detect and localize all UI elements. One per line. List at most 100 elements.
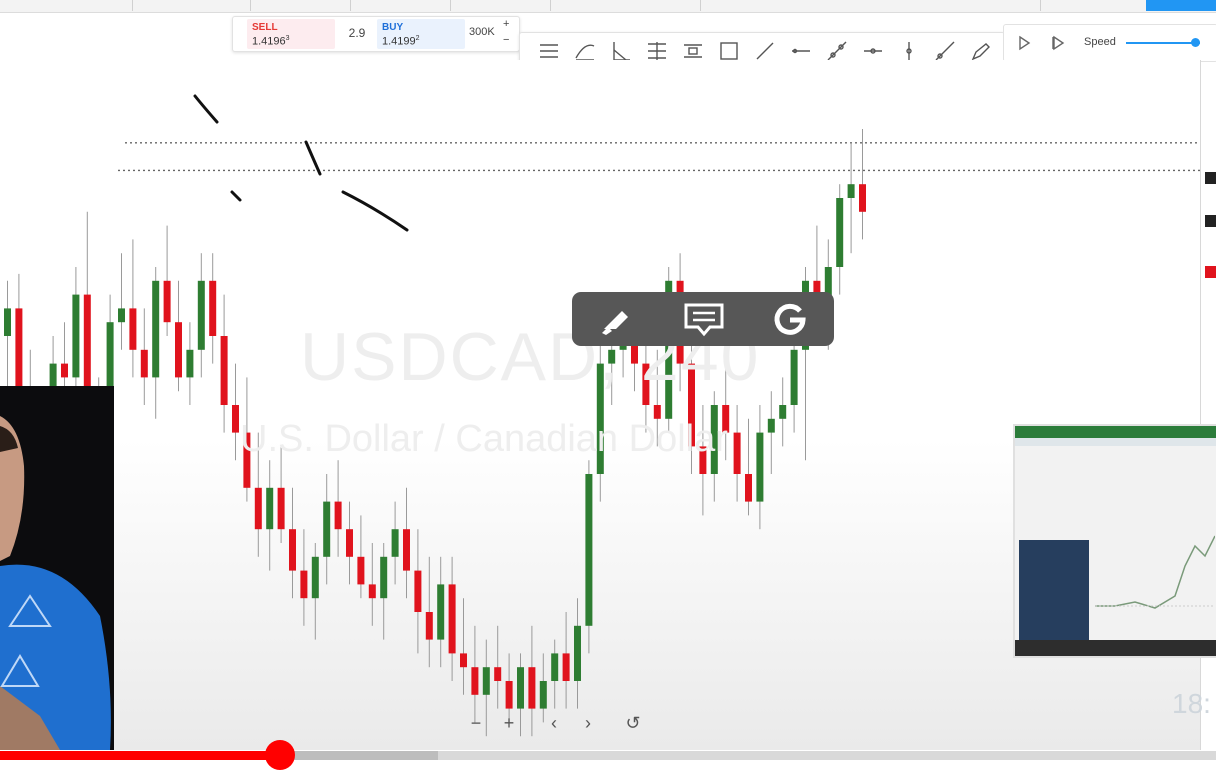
highlighter-icon[interactable]: [596, 301, 636, 337]
thumbnail-titlebar: [1015, 426, 1216, 438]
candle-body: [471, 667, 479, 695]
google-search-icon[interactable]: [770, 301, 810, 337]
ray-tool-button[interactable]: [930, 36, 960, 66]
speed-slider-track[interactable]: [1126, 42, 1200, 44]
candle-body: [140, 349, 148, 378]
scroll-forward-button[interactable]: ›: [585, 713, 591, 733]
candle-body: [596, 363, 604, 474]
comment-icon[interactable]: [684, 301, 724, 337]
toolbar-slot[interactable]: [860, 0, 1041, 11]
horizontal-ray-icon: [792, 48, 810, 54]
quantity-increase-button[interactable]: +: [503, 18, 510, 30]
candle-body: [163, 280, 171, 323]
video-time: 18:: [1172, 688, 1211, 719]
candle-body: [311, 556, 319, 599]
trend-line-tool-button[interactable]: [750, 36, 780, 66]
annotation-stroke: [230, 190, 242, 202]
brush-tool-button[interactable]: [966, 36, 996, 66]
candle-body: [368, 584, 376, 599]
presenter-video: [0, 416, 111, 750]
candle-body: [494, 667, 502, 681]
fib-channel-icon: [684, 44, 702, 58]
extended-line-icon: [827, 41, 847, 61]
vertical-line-tool-button[interactable]: [894, 36, 924, 66]
candle-body: [767, 418, 775, 433]
zoom-out-button[interactable]: −: [470, 713, 482, 733]
scrub-handle[interactable]: [264, 740, 295, 770]
candle-body: [323, 501, 331, 557]
candle-body: [380, 556, 388, 599]
quantity-decrease-button[interactable]: −: [503, 34, 510, 46]
candle-body: [710, 405, 718, 474]
sell-price: 1.41963: [252, 35, 290, 48]
video-progress-bar[interactable]: [0, 740, 1216, 770]
candle-body: [277, 487, 285, 530]
scroll-back-button[interactable]: ‹: [551, 713, 557, 733]
candle-body: [665, 280, 673, 419]
candle-body: [574, 625, 581, 681]
candle-body: [266, 487, 274, 530]
candle-body: [243, 432, 251, 488]
candle-body: [460, 653, 467, 668]
horizontal-ray-tool-button[interactable]: [786, 36, 816, 66]
candle-body: [61, 363, 68, 378]
candle-body: [722, 405, 730, 433]
candle-body: [653, 405, 661, 419]
candle-body: [790, 349, 798, 405]
text-selection-popup: [572, 292, 834, 346]
fib-tool-button[interactable]: [642, 36, 672, 66]
toolbar-slot[interactable]: [460, 0, 551, 11]
toolbar-slot[interactable]: [260, 0, 351, 11]
thumbnail-webcam: [1019, 540, 1089, 640]
candle-body: [585, 474, 593, 626]
rectangle-tool-button[interactable]: [714, 36, 744, 66]
thumbnail-toolbar: [1015, 438, 1216, 446]
annotation-stroke: [304, 140, 322, 176]
video-thumbnail-preview[interactable]: [1013, 424, 1216, 658]
trade-panel: SELL 1.41963 2.9 BUY 1.41992 300K + −: [232, 16, 520, 52]
candle-body: [699, 446, 707, 474]
fib-channel-tool-button[interactable]: [678, 36, 708, 66]
candle-body: [220, 336, 228, 405]
candle-body: [357, 556, 365, 585]
candle-body: [72, 294, 80, 378]
extended-line-tool-button[interactable]: [822, 36, 852, 66]
price-chart[interactable]: [0, 0, 1200, 750]
buy-button[interactable]: BUY 1.41992: [377, 19, 465, 49]
rectangle-icon: [720, 42, 738, 60]
candle-body: [631, 336, 638, 364]
candle-body: [289, 529, 296, 571]
zoom-in-button[interactable]: +: [503, 713, 515, 733]
candle-body: [106, 322, 114, 419]
horizontal-lines-icon: [540, 44, 558, 58]
candle-body: [152, 280, 160, 378]
toolbar-slot[interactable]: [560, 0, 701, 11]
price-scale-divider: [1200, 60, 1201, 750]
reset-chart-button[interactable]: ↺: [625, 713, 641, 733]
cross-line-icon: [864, 48, 882, 54]
candle-body: [437, 584, 445, 640]
thumbnail-taskbar: [1015, 640, 1216, 656]
price-scale-tag: [1205, 215, 1216, 227]
sell-button[interactable]: SELL 1.41963: [247, 19, 335, 49]
hand-drawn-annotations: [193, 94, 409, 232]
buffered-bar: [279, 751, 438, 760]
sell-label: SELL: [252, 22, 278, 33]
candle-body: [300, 570, 308, 599]
brush-icon: [971, 43, 990, 61]
speed-slider-handle[interactable]: [1191, 38, 1201, 47]
toolbar-slot[interactable]: [360, 0, 451, 11]
toolbar-slot[interactable]: [160, 0, 251, 11]
buy-label: BUY: [382, 22, 404, 33]
toolbar-slot[interactable]: [40, 0, 133, 11]
candle-body: [836, 198, 844, 267]
candle-body: [414, 570, 422, 612]
step-forward-icon[interactable]: [1048, 33, 1068, 53]
quantity-field[interactable]: 300K: [469, 26, 495, 38]
cross-line-tool-button[interactable]: [858, 36, 888, 66]
publish-button[interactable]: [1146, 0, 1216, 11]
horizontal-lines-tool-button[interactable]: [534, 36, 564, 66]
play-icon[interactable]: [1014, 33, 1034, 53]
candle-body: [232, 405, 239, 433]
annotation-stroke: [193, 94, 219, 124]
